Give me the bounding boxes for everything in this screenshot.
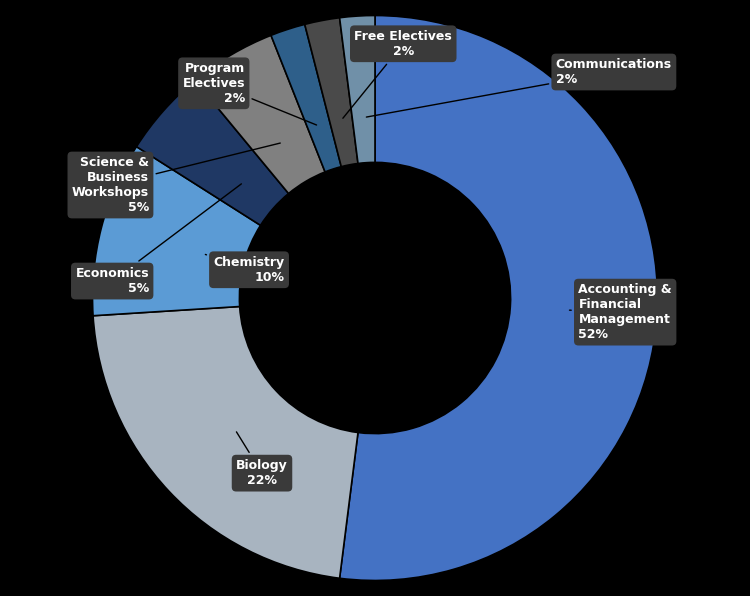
Wedge shape — [136, 80, 289, 225]
Wedge shape — [340, 15, 658, 581]
Wedge shape — [195, 35, 325, 194]
Text: Economics
5%: Economics 5% — [76, 184, 242, 295]
Text: Free Electives
2%: Free Electives 2% — [343, 30, 452, 118]
Wedge shape — [93, 306, 358, 578]
Text: Accounting &
Financial
Management
52%: Accounting & Financial Management 52% — [569, 283, 672, 341]
Wedge shape — [304, 18, 358, 167]
Wedge shape — [271, 24, 341, 172]
Text: Communications
2%: Communications 2% — [367, 58, 672, 117]
Text: Chemistry
10%: Chemistry 10% — [206, 254, 284, 284]
Wedge shape — [92, 147, 260, 316]
Wedge shape — [340, 15, 375, 163]
Text: Science &
Business
Workshops
5%: Science & Business Workshops 5% — [72, 143, 280, 214]
Text: Program
Electives
2%: Program Electives 2% — [182, 62, 316, 125]
Text: Biology
22%: Biology 22% — [236, 432, 288, 487]
